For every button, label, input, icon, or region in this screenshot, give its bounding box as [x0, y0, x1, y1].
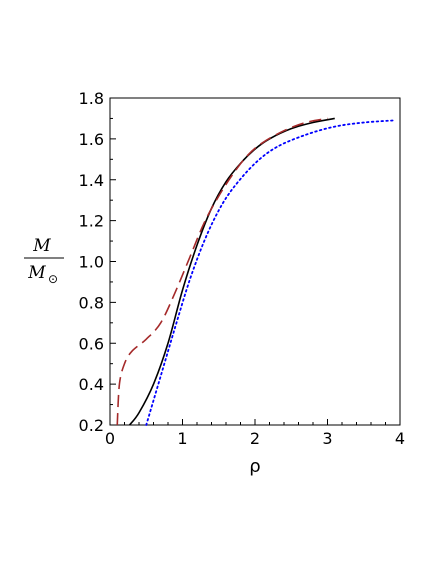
y-tick-label: 0.2 — [79, 416, 104, 435]
y-tick-label: 1.0 — [79, 253, 104, 272]
x-tick-label: 0 — [105, 429, 115, 448]
x-tick-label: 2 — [250, 429, 260, 448]
y-axis-label-denominator: M — [27, 263, 46, 283]
y-tick-label: 1.2 — [79, 212, 104, 231]
y-tick-label: 0.6 — [79, 334, 104, 353]
y-tick-label: 1.4 — [79, 171, 104, 190]
series-line-2-dashed — [116, 117, 328, 426]
y-tick-label: 0.8 — [79, 293, 104, 312]
y-axis-label-subscript: ⊙ — [48, 272, 58, 286]
plot-area: 0 1 2 3 4 0.2 0.4 0.6 0.8 1.0 1.2 1.4 1.6 1.8 — [79, 89, 406, 448]
x-tick-label: 4 — [395, 429, 405, 448]
series-layer — [116, 117, 394, 426]
series-line-3-dotted — [145, 119, 394, 426]
y-axis-label-numerator: M — [32, 236, 51, 256]
series-line-1-solid — [128, 117, 335, 426]
x-axis-label: ρ — [249, 456, 260, 477]
plot-frame — [109, 97, 401, 426]
y-axis-title: M M ⊙ — [24, 236, 64, 286]
tick-layer: 0 1 2 3 4 0.2 0.4 0.6 0.8 1.0 1.2 1.4 1.6 1.8 — [79, 89, 406, 448]
x-tick-label: 1 — [177, 429, 187, 448]
y-tick-label: 1.6 — [79, 130, 104, 149]
x-axis-title: ρ — [249, 456, 260, 477]
x-tick-label: 3 — [322, 429, 332, 448]
y-tick-label: 0.4 — [79, 375, 104, 394]
y-tick-label: 1.8 — [79, 89, 104, 108]
